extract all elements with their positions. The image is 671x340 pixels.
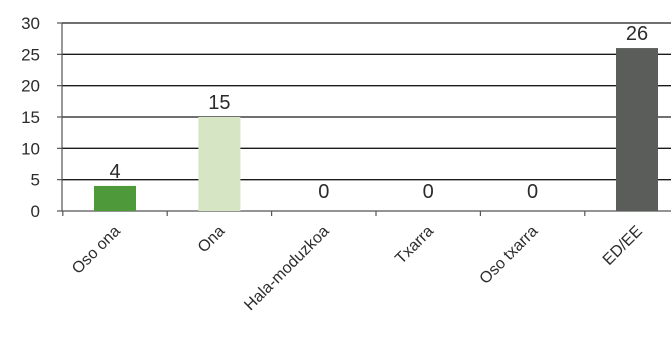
y-tick-label: 0 (31, 202, 40, 221)
y-tick-label: 5 (31, 171, 40, 190)
x-category-label: Oso ona (69, 223, 124, 278)
y-tick-label: 30 (21, 14, 40, 33)
x-category-label: ED/EE (600, 223, 646, 269)
data-label: 0 (423, 181, 434, 203)
x-category-label: Hala-moduzkoa (241, 223, 332, 314)
y-tick-label: 15 (21, 108, 40, 127)
bar (198, 117, 241, 211)
x-category-label: Ona (195, 223, 228, 256)
gridlines (62, 22, 671, 181)
y-axis-tick-labels: 0 5 10 15 20 25 30 (21, 14, 40, 221)
data-label: 0 (527, 181, 538, 203)
x-axis-category-labels: Oso ona Ona Hala-moduzkoa Txarra Oso txarra E… (69, 223, 646, 314)
data-label: 0 (318, 181, 329, 203)
bars (94, 48, 658, 211)
bar (616, 48, 658, 211)
data-label: 26 (626, 23, 648, 45)
data-labels: 4 15 0 0 0 26 (109, 23, 648, 203)
x-category-label: Oso txarra (477, 223, 542, 288)
y-tick-label: 20 (21, 77, 40, 96)
y-tick-label: 25 (21, 45, 40, 64)
axes (57, 22, 671, 216)
x-category-label: Txarra (392, 223, 437, 268)
bar (94, 185, 136, 211)
data-label: 15 (208, 92, 230, 114)
data-label: 4 (109, 161, 120, 183)
y-tick-label: 10 (21, 139, 40, 158)
